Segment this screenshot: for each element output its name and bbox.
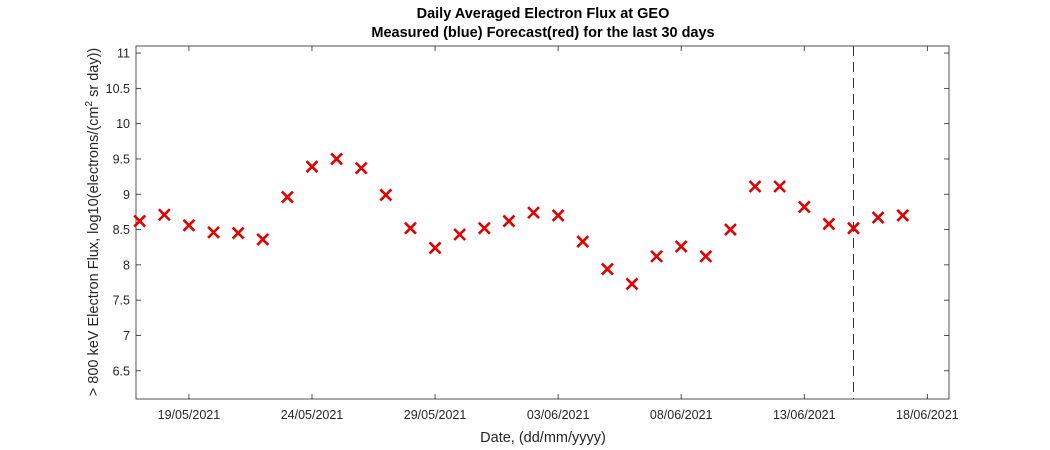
data-point-marker (502, 214, 516, 228)
data-point-marker (182, 218, 196, 232)
data-point-marker (674, 240, 688, 253)
data-point-marker (477, 221, 491, 235)
data-point-marker (822, 217, 836, 231)
y-tick-label: 8.5 (113, 223, 130, 237)
data-point-marker (280, 190, 294, 204)
chart-subtitle: Measured (blue) Forecast(red) for the la… (371, 25, 714, 41)
data-point-marker (330, 152, 344, 166)
y-tick-label: 6.5 (113, 364, 130, 378)
data-point-marker (699, 249, 713, 263)
data-point-marker (551, 209, 565, 222)
y-tick-label: 10.5 (106, 82, 130, 96)
y-tick-label: 11 (117, 47, 130, 61)
y-axis-label: > 800 keV Electron Flux, log10(electrons… (84, 48, 102, 396)
y-tick-label: 7.5 (113, 294, 130, 308)
data-point-marker (773, 180, 787, 193)
data-point-marker (379, 188, 393, 202)
x-tick-label: 29/05/2021 (404, 408, 467, 422)
y-axis-label-superscript: 2 (84, 101, 95, 107)
data-point-marker (871, 211, 885, 224)
y-axis-label-suffix: sr day)) (86, 48, 102, 101)
x-tick-label: 19/05/2021 (158, 408, 221, 422)
x-axis-label: Date, (dd/mm/yyyy) (480, 430, 606, 446)
data-point-marker (231, 226, 245, 240)
data-point-marker (847, 221, 860, 235)
y-axis-label-prefix: > 800 keV Electron Flux, log10(electrons… (86, 107, 102, 397)
data-point-marker (428, 241, 442, 255)
data-point-marker (453, 228, 467, 241)
data-point-marker (650, 249, 664, 263)
x-axis: 19/05/2021 24/05/2021 29/05/2021 03/06/2021… (158, 46, 959, 422)
data-point-marker (576, 235, 590, 248)
x-tick-label: 18/06/2021 (896, 408, 959, 422)
data-point-marker (600, 262, 614, 276)
plot-area (135, 45, 950, 400)
data-series (133, 152, 910, 291)
y-axis: 6.5 7 7.5 8 8.5 9 9.5 10 10.5 11 (106, 47, 949, 378)
x-tick-label: 03/06/2021 (527, 408, 590, 422)
y-tick-label: 10 (116, 117, 130, 131)
data-point-marker (305, 160, 319, 174)
data-point-marker (157, 208, 171, 222)
data-point-marker (896, 209, 910, 222)
x-tick-label: 24/05/2021 (281, 408, 344, 422)
y-tick-label: 9.5 (113, 152, 130, 166)
y-tick-label: 9 (123, 188, 130, 202)
y-tick-label: 8 (123, 258, 130, 272)
data-point-marker (527, 206, 540, 220)
data-point-marker (724, 223, 737, 236)
data-point-marker (748, 180, 762, 193)
y-tick-label: 7 (123, 329, 130, 343)
data-point-marker (625, 277, 639, 291)
data-point-marker (797, 200, 811, 214)
data-point-marker (256, 233, 270, 246)
data-point-marker (404, 221, 417, 235)
x-tick-label: 13/06/2021 (773, 408, 836, 422)
data-point-marker (133, 214, 147, 228)
x-tick-label: 08/06/2021 (650, 408, 713, 422)
data-point-marker (207, 225, 220, 239)
data-point-marker (354, 161, 368, 175)
chart-title: Daily Averaged Electron Flux at GEO (417, 6, 670, 22)
